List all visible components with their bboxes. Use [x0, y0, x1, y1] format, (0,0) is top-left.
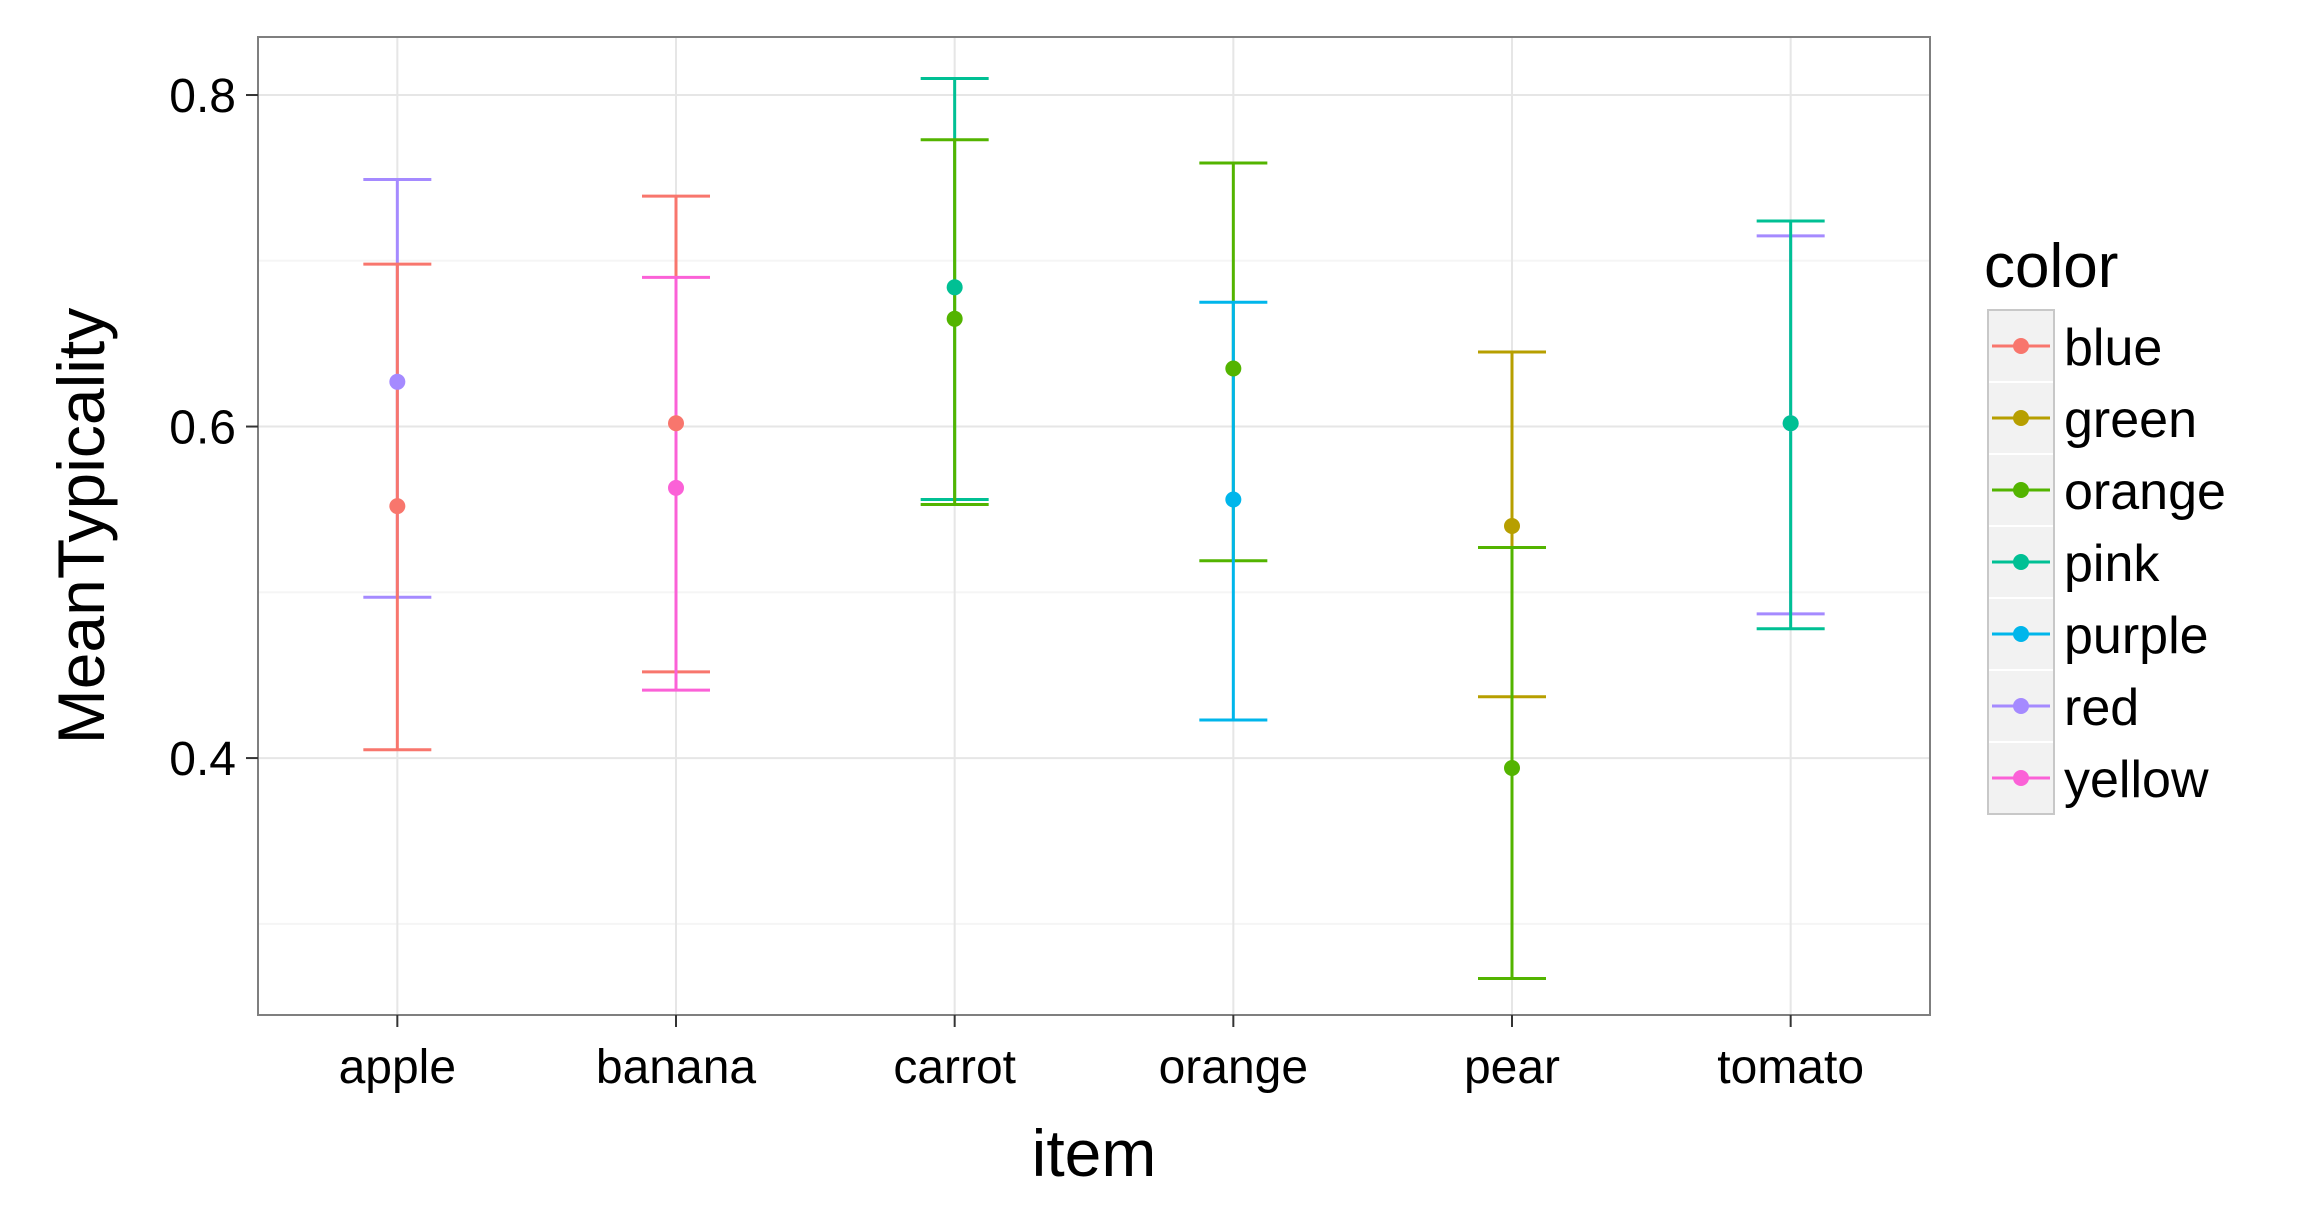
- point-carrot-pink: [946, 279, 963, 296]
- axes: 0.4 0.6 0.8 apple banana carrot orange pear toma…: [169, 70, 1864, 1094]
- legend-key-frame: [1987, 309, 2055, 815]
- point-tomato-pink: [1782, 415, 1799, 432]
- y-tick-label: 0.4: [169, 733, 236, 786]
- y-tick-label: 0.6: [169, 402, 236, 455]
- plot-border: [257, 36, 1931, 1016]
- point-orange-orange: [1225, 360, 1242, 377]
- point-banana-yellow: [668, 479, 684, 496]
- legend-key-point: [2013, 554, 2029, 570]
- legend-label-yellow: yellow: [2064, 751, 2209, 809]
- x-tick-label: banana: [596, 1041, 756, 1094]
- legend-entry-yellow: yellow: [1987, 741, 2209, 815]
- legend-label-blue: blue: [2064, 319, 2162, 377]
- y-axis-title: MeanTypicality: [44, 308, 118, 745]
- legend-label-red: red: [2064, 679, 2139, 737]
- legend-key-point: [2013, 410, 2029, 426]
- point-orange-purple: [1225, 491, 1242, 508]
- legend-entry-red: red: [1987, 669, 2139, 743]
- grid-lines: [258, 37, 1930, 1015]
- point-pear-green: [1504, 518, 1520, 534]
- plot-panel: [258, 37, 1930, 1015]
- point-apple-red: [389, 373, 406, 390]
- point-banana-blue: [668, 415, 684, 432]
- x-tick-label: tomato: [1717, 1041, 1864, 1094]
- x-axis-title: item: [1032, 1116, 1157, 1190]
- point-apple-blue: [389, 498, 406, 515]
- legend-key-point: [2013, 338, 2029, 354]
- legend-label-pink: pink: [2064, 535, 2160, 593]
- x-tick-label: apple: [339, 1041, 456, 1094]
- legend-entry-pink: pink: [1987, 525, 2160, 599]
- x-tick-label: pear: [1464, 1041, 1560, 1094]
- legend-entry-blue: blue: [1987, 309, 2162, 383]
- legend-key-point: [2013, 698, 2029, 714]
- legend-entry-orange: orange: [1987, 453, 2226, 527]
- y-tick-label: 0.8: [169, 70, 236, 123]
- legend-key-point: [2013, 770, 2029, 786]
- legend: color blue green orange pink purple red yellow: [1984, 232, 2226, 815]
- point-carrot-orange: [946, 310, 963, 327]
- x-tick-label: carrot: [893, 1041, 1016, 1094]
- point-pear-orange: [1504, 760, 1520, 777]
- legend-entry-purple: purple: [1987, 597, 2209, 671]
- legend-label-orange: orange: [2064, 463, 2226, 521]
- data-series: [363, 76, 1825, 981]
- legend-key-point: [2013, 626, 2029, 642]
- legend-key-point: [2013, 482, 2029, 498]
- legend-entry-green: green: [1987, 381, 2197, 455]
- legend-label-purple: purple: [2064, 607, 2209, 665]
- x-tick-label: orange: [1159, 1041, 1308, 1094]
- legend-title: color: [1984, 232, 2118, 301]
- legend-label-green: green: [2064, 391, 2197, 449]
